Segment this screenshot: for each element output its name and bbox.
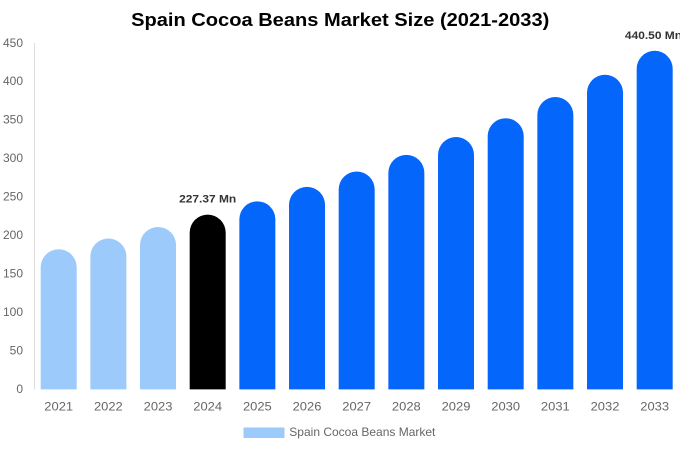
svg-text:250: 250 (3, 190, 23, 204)
svg-text:100: 100 (3, 305, 23, 319)
svg-text:350: 350 (3, 113, 23, 127)
svg-text:450: 450 (3, 36, 23, 50)
svg-text:2029: 2029 (442, 399, 471, 413)
svg-text:2021: 2021 (44, 399, 73, 413)
svg-text:150: 150 (3, 267, 23, 281)
svg-text:50: 50 (10, 343, 24, 357)
svg-text:2032: 2032 (591, 399, 620, 413)
svg-text:Spain Cocoa Beans Market Size: Spain Cocoa Beans Market Size (2021-2033… (131, 10, 549, 30)
svg-text:Spain Cocoa Beans Market: Spain Cocoa Beans Market (289, 425, 436, 439)
svg-text:2031: 2031 (541, 399, 570, 413)
svg-text:227.37 Mn: 227.37 Mn (179, 193, 236, 205)
svg-text:400: 400 (3, 74, 23, 88)
svg-text:2025: 2025 (243, 399, 272, 413)
svg-text:0: 0 (16, 382, 23, 396)
svg-text:2023: 2023 (144, 399, 173, 413)
svg-text:2026: 2026 (293, 399, 322, 413)
svg-text:2024: 2024 (193, 399, 222, 413)
svg-text:440.50 Mn: 440.50 Mn (625, 30, 680, 42)
svg-text:200: 200 (3, 228, 23, 242)
svg-text:300: 300 (3, 151, 23, 165)
svg-text:2028: 2028 (392, 399, 421, 413)
svg-text:2030: 2030 (491, 399, 520, 413)
svg-text:2027: 2027 (342, 399, 371, 413)
svg-text:2022: 2022 (94, 399, 123, 413)
svg-text:2033: 2033 (640, 399, 669, 413)
